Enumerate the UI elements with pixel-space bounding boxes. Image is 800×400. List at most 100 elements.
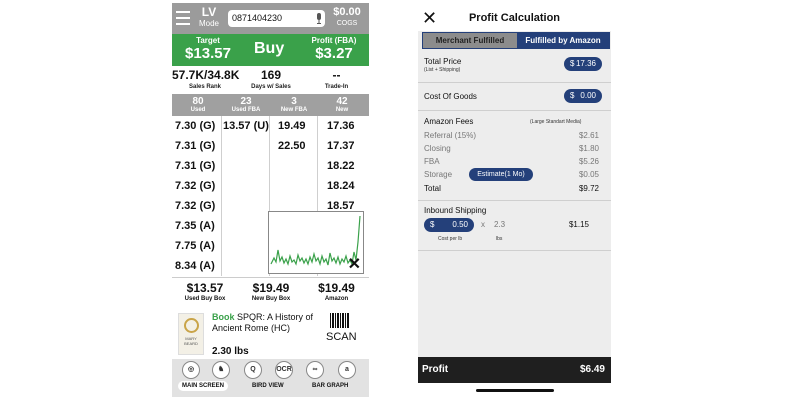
new-offer[interactable]: 18.24 (327, 180, 355, 192)
target-value: $13.57 (185, 45, 231, 62)
home-indicator-bar[interactable] (476, 389, 554, 392)
cost-of-goods-input[interactable]: $ 0.00 (564, 89, 602, 103)
product-category: Book (212, 312, 235, 322)
new-buy-box-label: New Buy Box (251, 296, 291, 302)
cost-of-goods-row: Cost Of Goods $ 0.00 (418, 83, 611, 111)
used-count: 80 (192, 96, 204, 107)
cogs-label: COGS (336, 20, 358, 27)
offer-header-new-fba[interactable]: 3 New FBA (272, 96, 316, 114)
trade-in-value: -- (332, 68, 341, 82)
mode-toggle[interactable]: LV Mode (198, 6, 220, 29)
total-price-sub: (List + Shipping) (424, 67, 461, 73)
cost-of-goods-value: 0.00 (580, 91, 596, 100)
profit-fba: Profit (FBA) $3.27 (302, 36, 366, 63)
new-fba-label: New FBA (280, 107, 308, 113)
fee-label: Storage (424, 170, 453, 179)
amazon-icon[interactable]: a (338, 361, 356, 379)
scanner-screen: LV Mode 0871404230 $0.00 COGS Target $13… (172, 3, 369, 397)
column-divider (269, 116, 270, 276)
new-offer[interactable]: 17.37 (327, 140, 355, 152)
days-with-sales-label: Days w/ Sales (251, 84, 291, 90)
new-offer[interactable]: 18.57 (327, 200, 355, 212)
tab-bar-graph[interactable]: BAR GRAPH (312, 383, 349, 389)
cost-per-lb-value: 0.50 (452, 220, 468, 229)
used-offer[interactable]: 7.31 (G) (175, 160, 216, 172)
scan-button[interactable]: SCAN (326, 331, 357, 343)
used-offer[interactable]: 7.35 (A) (175, 220, 215, 232)
book-cover[interactable]: MARY BEARD (178, 313, 204, 355)
used-offer[interactable]: 7.75 (A) (175, 240, 215, 252)
microphone-icon[interactable] (316, 13, 322, 24)
hamburger-menu-icon[interactable] (176, 11, 190, 25)
fulfillment-tabs: Merchant Fulfilled Fulfilled by Amazon (422, 32, 610, 49)
fee-label: FBA (424, 157, 440, 166)
used-fba-offer[interactable]: 13.57 (U) (223, 120, 269, 132)
bottom-toolbar: ◎ ♞ Q OCR ∞ a MAIN SCREEN BIRD VIEW BAR … (172, 359, 369, 397)
header: ✕ Profit Calculation (418, 3, 611, 31)
days-with-sales: 169 Days w/ Sales (238, 68, 304, 91)
used-offer[interactable]: 7.32 (G) (175, 200, 216, 212)
close-chart-icon[interactable]: ✕ (347, 256, 361, 273)
rank-history-line (270, 215, 361, 267)
link-icon[interactable]: ∞ (306, 361, 324, 379)
cost-of-goods-label: Cost Of Goods (424, 92, 477, 101)
fee-label: Referral (15%) (424, 131, 477, 140)
amazon-fees-label: Amazon Fees (424, 117, 474, 126)
fee-value: $0.05 (578, 170, 599, 179)
tab-main-screen[interactable]: MAIN SCREEN (178, 381, 229, 391)
cost-per-lb-input[interactable]: $ 0.50 (424, 218, 474, 232)
estimate-button[interactable]: Estimate(1 Mo) (469, 168, 533, 181)
storage-row: Estimate(1 Mo) (418, 168, 611, 182)
offer-header-used[interactable]: 80 Used (176, 96, 220, 114)
amazon-price-value: $19.49 (318, 281, 355, 295)
profit-value: $6.49 (579, 364, 605, 375)
used-fba-label: Used FBA (231, 107, 261, 113)
total-price-row: Total Price (List + Shipping) $ 17.36 (418, 51, 611, 83)
product-name: SPQR: A History of Ancient Rome (HC) (212, 312, 314, 333)
currency-symbol: $ (430, 220, 435, 229)
total-price-input[interactable]: $ 17.36 (564, 57, 602, 71)
fee-value: $2.61 (578, 131, 599, 140)
currency-symbol: $ (570, 91, 575, 100)
tab-fulfilled-by-amazon[interactable]: Fulfilled by Amazon (517, 33, 609, 48)
new-fba-offer[interactable]: 22.50 (278, 140, 306, 152)
tab-bird-view[interactable]: BIRD VIEW (252, 383, 284, 389)
target-label: Target (196, 36, 220, 45)
product-title[interactable]: Book SPQR: A History of Ancient Rome (HC… (212, 312, 320, 334)
search-value: 0871404230 (232, 13, 283, 23)
barcode-icon[interactable] (330, 313, 350, 328)
offer-header-new[interactable]: 42 New (320, 96, 364, 114)
top-bar: LV Mode 0871404230 $0.00 COGS (172, 3, 369, 34)
close-icon[interactable]: ✕ (422, 8, 438, 28)
page-title: Profit Calculation (468, 12, 561, 24)
used-offer[interactable]: 7.32 (G) (175, 180, 216, 192)
ocr-icon[interactable]: OCR (275, 361, 293, 379)
magnify-icon[interactable]: Q (244, 361, 262, 379)
multiply-sign: x (481, 220, 485, 229)
camel-icon[interactable]: ♞ (212, 361, 230, 379)
home-indicator (418, 383, 611, 397)
sales-rank: 57.7K/34.8K Sales Rank (172, 68, 239, 91)
offer-header-used-fba[interactable]: 23 Used FBA (224, 96, 268, 114)
new-offer[interactable]: 17.36 (327, 120, 355, 132)
new-buy-box-price: $19.49 (252, 281, 290, 295)
cogs-display[interactable]: $0.00 COGS (328, 6, 366, 28)
column-divider (221, 116, 222, 276)
used-offer[interactable]: 7.31 (G) (175, 140, 216, 152)
tab-merchant-fulfilled[interactable]: Merchant Fulfilled (423, 33, 517, 48)
currency-symbol: $ (570, 59, 575, 68)
used-offer[interactable]: 8.34 (A) (175, 260, 215, 272)
cost-per-lb-label: Cost per lb (438, 236, 463, 242)
mode-label: Mode (198, 19, 219, 28)
used-offer[interactable]: 7.30 (G) (175, 120, 216, 132)
used-buy-box-label: Used Buy Box (184, 296, 226, 302)
new-label: New (335, 107, 349, 113)
new-offer[interactable]: 18.22 (327, 160, 355, 172)
sales-rank-chart[interactable]: ✕ (268, 211, 364, 274)
product-weight: 2.30 lbs (212, 346, 249, 357)
amazon-price-label: Amazon (324, 296, 349, 302)
main-screen-icon[interactable]: ◎ (182, 361, 200, 379)
new-fba-offer[interactable]: 19.49 (278, 120, 306, 132)
search-input[interactable]: 0871404230 (228, 10, 325, 27)
column-divider (317, 116, 318, 276)
